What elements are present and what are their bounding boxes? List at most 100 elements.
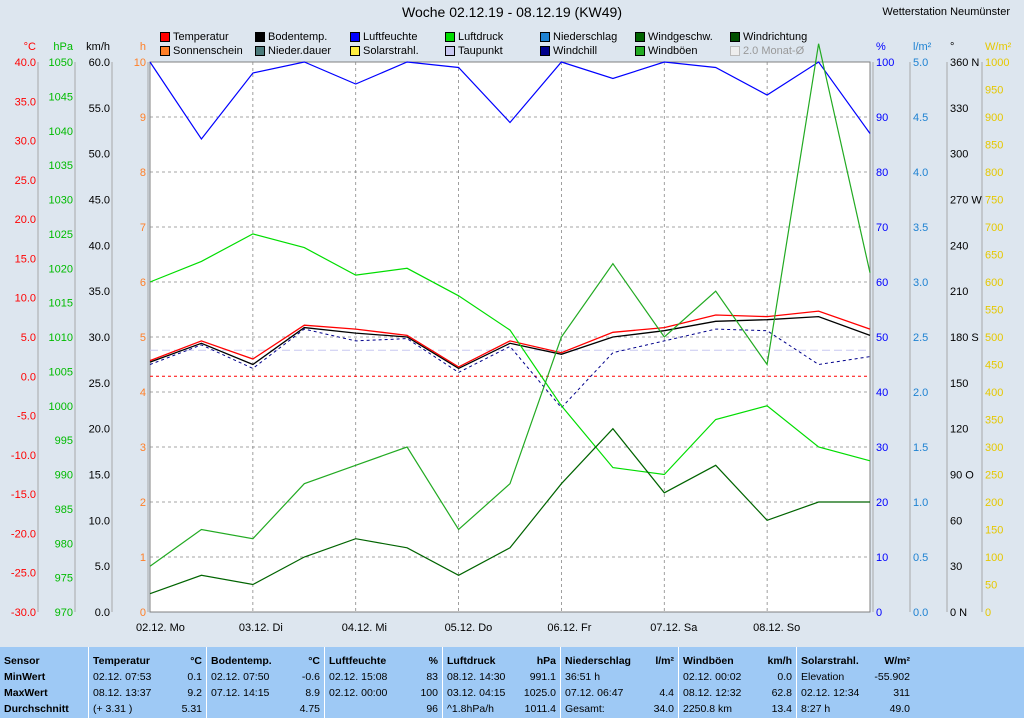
weather-chart: °C40.035.030.025.020.015.010.05.00.0-5.0…: [11, 41, 1012, 634]
table-cell: Solarstrahl.: [801, 655, 859, 667]
station-name: Wetterstation Neumünster: [882, 6, 1010, 18]
axis-tick-dir: 120: [950, 424, 968, 436]
legend-item: Solarstrahl.: [350, 45, 419, 57]
legend-item: Temperatur: [160, 31, 229, 43]
table-row: 08.12. 12:32 62.8: [683, 685, 792, 701]
table-row: 07.12. 14:15 8.9: [211, 685, 320, 701]
axis-tick-temp: 15.0: [15, 253, 36, 265]
legend-label: Windchill: [553, 45, 598, 57]
axis-tick-dir: 210: [950, 286, 968, 298]
table-row-labels: Sensor MinWert MaxWert Durchschnitt: [0, 647, 88, 718]
table-cell: 02.12. 15:08: [329, 671, 388, 683]
axis-tick-press: 1010: [49, 332, 73, 344]
table-cell: 13.4: [771, 703, 792, 715]
legend-label: Nieder.dauer: [268, 45, 331, 57]
axis-tick-sun: 3: [140, 442, 146, 454]
axis-tick-press: 985: [55, 504, 73, 516]
axis-tick-sun: 10: [134, 57, 146, 69]
axis-tick-rain: 1.0: [913, 497, 928, 509]
table-cell: 4.75: [299, 703, 320, 715]
table-row: Solarstrahl. W/m²: [801, 653, 910, 669]
table-cell: 02.12. 12:34: [801, 687, 860, 699]
table-cell: 9.2: [187, 687, 202, 699]
axis-tick-solar: 350: [985, 415, 1003, 427]
axis-tick-press: 975: [55, 573, 73, 585]
legend-label: Taupunkt: [458, 45, 503, 57]
legend-swatch: [350, 46, 360, 56]
legend-swatch: [635, 32, 645, 42]
legend-item: Sonnenschein: [160, 45, 243, 57]
table-cell: 07.12. 06:47: [565, 687, 624, 699]
axis-tick-hum: 10: [876, 552, 888, 564]
axis-tick-wind: 40.0: [89, 240, 110, 252]
axis-tick-solar: 750: [985, 195, 1003, 207]
axis-tick-wind: 10.0: [89, 515, 110, 527]
axis-tick-press: 1020: [49, 263, 73, 275]
table-cell: 100: [420, 687, 438, 699]
table-cell: 08.12. 13:37: [93, 687, 152, 699]
series-line-windgeschw: [149, 427, 870, 595]
series-line-windben: [149, 43, 871, 567]
legend-swatch: [255, 32, 265, 42]
table-row: Niederschlag l/m²: [565, 653, 674, 669]
table-row: Elevation -55.902: [801, 669, 910, 685]
table-cell: 1025.0: [523, 687, 556, 699]
table-row: 03.12. 04:15 1025.0: [447, 685, 556, 701]
table-cell: 36:51 h: [565, 671, 601, 683]
table-cell: 02.12. 00:02: [683, 671, 742, 683]
table-cell: %: [428, 655, 438, 667]
axis-tick-rain: 0.0: [913, 607, 928, 619]
axis-tick-rain: 2.0: [913, 387, 928, 399]
table-cell: Luftfeuchte: [329, 655, 387, 667]
table-row: 02.12. 15:08 83: [329, 669, 438, 685]
table-row: Durchschnitt: [4, 701, 84, 717]
axis-tick-press: 970: [55, 607, 73, 619]
table-row: ^1.8hPa/h 1011.4: [447, 701, 556, 717]
table-cell: 1011.4: [524, 703, 556, 715]
legend-item: Windgeschw.: [635, 31, 713, 43]
table-cell: 34.0: [653, 703, 674, 715]
table-cell: 4.4: [659, 687, 674, 699]
axis-unit-rain: l/m²: [913, 41, 932, 53]
legend-item: Windböen: [635, 45, 698, 57]
axis-tick-temp: 20.0: [15, 214, 36, 226]
table-row: Luftfeuchte%: [329, 653, 438, 669]
axis-tick-wind: 30.0: [89, 332, 110, 344]
axis-tick-solar: 650: [985, 250, 1003, 262]
axis-tick-temp: 25.0: [15, 175, 36, 187]
axis-tick-sun: 6: [140, 277, 146, 289]
table-row: Gesamt: 34.0: [565, 701, 674, 717]
axis-tick-temp: 30.0: [15, 136, 36, 148]
axis-tick-sun: 5: [140, 332, 146, 344]
table-cell: Niederschlag: [565, 655, 631, 667]
axis-tick-dir: 300: [950, 149, 968, 161]
axis-tick-hum: 100: [876, 57, 894, 69]
axis-tick-temp: 0.0: [21, 371, 36, 383]
table-cell: 8.9: [305, 687, 320, 699]
legend-label: Luftdruck: [458, 31, 504, 43]
axis-unit-wind: km/h: [86, 41, 110, 53]
axis-tick-hum: 30: [876, 442, 888, 454]
axis-tick-solar: 500: [985, 332, 1003, 344]
day-label: 03.12. Di: [239, 622, 283, 634]
table-row: 8:27 h 49.0: [801, 701, 910, 717]
table-cell: Sensor: [4, 655, 40, 667]
legend-item: Windrichtung: [730, 31, 807, 43]
axis-tick-rain: 2.5: [913, 332, 928, 344]
axis-tick-sun: 4: [140, 387, 146, 399]
axis-tick-wind: 55.0: [89, 103, 110, 115]
axis-tick-hum: 0: [876, 607, 882, 619]
axis-tick-dir: 150: [950, 378, 968, 390]
table-cell: MaxWert: [4, 687, 48, 699]
axis-tick-wind: 0.0: [95, 607, 110, 619]
table-cell: MinWert: [4, 671, 46, 683]
series-line-bodentemp: [149, 315, 871, 370]
table-cell: 07.12. 14:15: [211, 687, 270, 699]
axis-tick-dir: 360 N: [950, 57, 979, 69]
axis-tick-solar: 700: [985, 222, 1003, 234]
axis-tick-press: 980: [55, 538, 73, 550]
table-row: 36:51 h: [565, 669, 674, 685]
day-label: 07.12. Sa: [650, 622, 698, 634]
axis-tick-dir: 180 S: [950, 332, 979, 344]
axis-tick-press: 1050: [49, 57, 73, 69]
